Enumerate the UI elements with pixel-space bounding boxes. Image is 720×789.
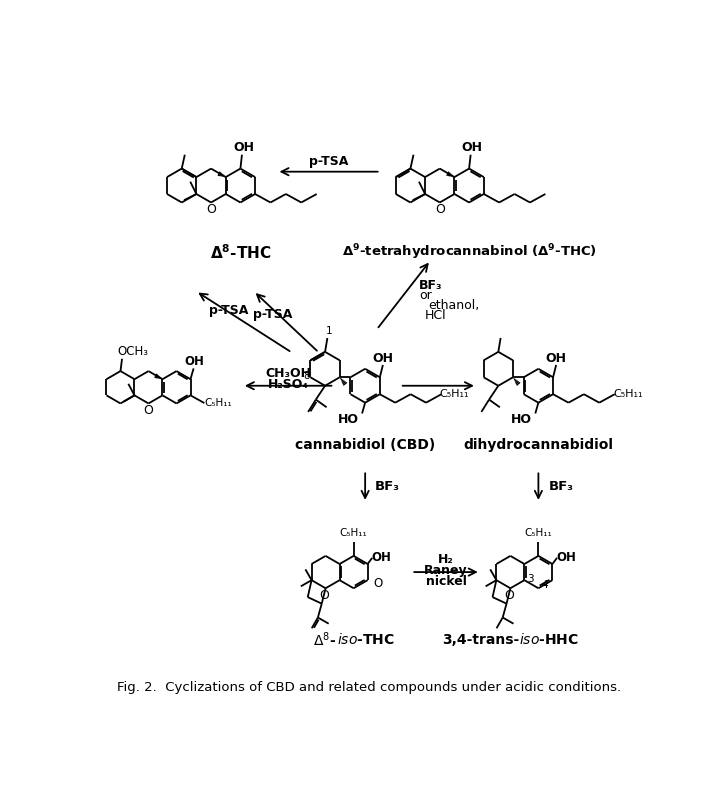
Text: $\mathbf{\Delta^9}$-tetrahydrocannabinol ($\mathbf{\Delta^9}$-THC): $\mathbf{\Delta^9}$-tetrahydrocannabinol… — [342, 243, 597, 262]
Text: OH: OH — [372, 352, 393, 365]
Text: OCH₃: OCH₃ — [117, 345, 148, 357]
Text: C₅H₁₁: C₅H₁₁ — [340, 528, 367, 538]
Text: ethanol,: ethanol, — [428, 299, 480, 312]
Text: O: O — [206, 203, 216, 216]
Text: 8: 8 — [303, 371, 310, 381]
Text: H₂SO₄: H₂SO₄ — [268, 378, 309, 391]
Text: 4: 4 — [541, 580, 548, 590]
Text: cannabidiol (CBD): cannabidiol (CBD) — [295, 438, 436, 452]
Text: O: O — [319, 589, 329, 602]
Text: dihydrocannabidiol: dihydrocannabidiol — [464, 438, 613, 452]
Text: CH₃OH: CH₃OH — [265, 367, 311, 380]
Text: HO: HO — [338, 413, 359, 426]
Text: HO: HO — [511, 413, 532, 426]
Text: p-TSA: p-TSA — [253, 308, 292, 320]
Text: C₅H₁₁: C₅H₁₁ — [613, 389, 642, 399]
Text: Raney: Raney — [424, 564, 468, 577]
Text: O: O — [143, 404, 153, 417]
Text: OH: OH — [546, 352, 567, 365]
Text: Fig. 2.  Cyclizations of CBD and related compounds under acidic conditions.: Fig. 2. Cyclizations of CBD and related … — [117, 681, 621, 694]
Text: p-TSA: p-TSA — [308, 155, 348, 168]
Text: 1: 1 — [325, 326, 332, 336]
Text: 3,4-trans-: 3,4-trans- — [442, 633, 519, 647]
Text: OH: OH — [557, 552, 576, 564]
Text: nickel: nickel — [426, 575, 467, 588]
Text: p-TSA: p-TSA — [210, 304, 248, 316]
Text: $\it{iso}$-THC: $\it{iso}$-THC — [337, 632, 395, 647]
Text: $\it{iso}$-HHC: $\it{iso}$-HHC — [519, 632, 579, 647]
Text: O: O — [504, 589, 514, 602]
Text: C₅H₁₁: C₅H₁₁ — [525, 528, 552, 538]
Text: $\mathbf{\Delta^8}$-THC: $\mathbf{\Delta^8}$-THC — [210, 243, 271, 262]
Text: OH: OH — [372, 552, 392, 564]
Text: BF₃: BF₃ — [375, 481, 400, 493]
Text: OH: OH — [462, 141, 482, 155]
Text: OH: OH — [233, 141, 254, 155]
Text: 3: 3 — [527, 574, 534, 584]
Text: $\Delta^8$-: $\Delta^8$- — [313, 630, 337, 649]
Text: BF₃: BF₃ — [419, 279, 443, 292]
Text: C₅H₁₁: C₅H₁₁ — [204, 398, 232, 408]
Text: OH: OH — [184, 355, 204, 368]
Text: O: O — [435, 203, 445, 216]
Text: H₂: H₂ — [438, 553, 454, 567]
Text: C₅H₁₁: C₅H₁₁ — [440, 389, 469, 399]
Text: O: O — [374, 577, 383, 589]
Text: or: or — [419, 289, 432, 302]
Text: HCl: HCl — [425, 309, 446, 322]
Text: BF₃: BF₃ — [549, 481, 573, 493]
